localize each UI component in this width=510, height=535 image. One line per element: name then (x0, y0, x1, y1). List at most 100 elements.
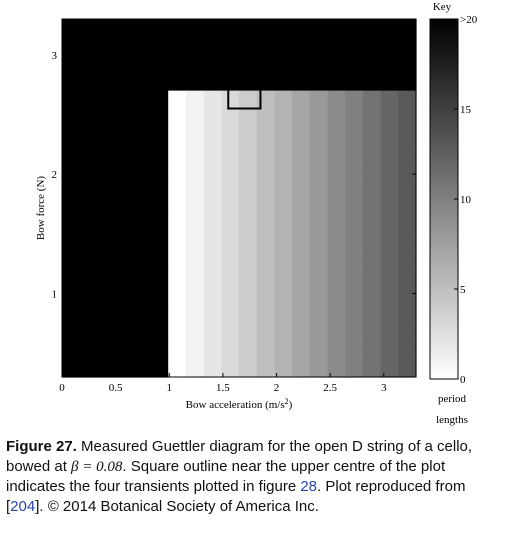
heatmap-cell (292, 72, 311, 92)
heatmap-cell (132, 305, 152, 324)
heatmap-cell (292, 233, 311, 253)
heatmap-cell (150, 72, 169, 92)
heatmap-cell (398, 90, 417, 110)
heatmap-cell (203, 198, 222, 217)
heatmap-cell (115, 359, 134, 378)
heatmap-cell (150, 341, 169, 360)
caption-figure-link[interactable]: 28 (300, 478, 318, 495)
heatmap-cell (274, 126, 293, 145)
heatmap-cell (239, 215, 258, 235)
heatmap-cell (97, 72, 116, 92)
heatmap-cell (97, 359, 116, 378)
heatmap-cell (132, 341, 152, 360)
heatmap-cell (221, 19, 240, 38)
heatmap-cell (79, 341, 98, 360)
heatmap-cell (185, 198, 205, 217)
heatmap-cell (380, 144, 399, 163)
heatmap-cell (97, 251, 116, 271)
heatmap-cell (292, 341, 311, 360)
heatmap-cell (274, 180, 293, 199)
heatmap-cell (239, 144, 258, 163)
heatmap-cell (398, 305, 417, 324)
heatmap-cell (168, 251, 187, 271)
heatmap-cell (115, 305, 134, 324)
heatmap-cell (203, 19, 222, 38)
heatmap-cell (327, 305, 346, 324)
heatmap-cell (398, 341, 417, 360)
heatmap-cell (380, 305, 399, 324)
heatmap-cell (203, 162, 222, 181)
heatmap-cell (327, 54, 346, 74)
heatmap-cell (309, 305, 329, 324)
heatmap-cell (380, 108, 399, 127)
heatmap-cell (185, 162, 205, 181)
colorbar-tick-label: 10 (460, 194, 472, 206)
heatmap-cell (115, 215, 134, 235)
heatmap-cell (203, 287, 222, 306)
heatmap-cell (97, 180, 116, 199)
heatmap-cell (203, 54, 222, 74)
heatmap-cell (185, 305, 205, 324)
heatmap-cell (150, 126, 169, 145)
heatmap-cell (150, 251, 169, 271)
heatmap-cell (239, 180, 258, 199)
caption-beta: β = 0.08 (71, 459, 123, 475)
heatmap-cell (274, 215, 293, 235)
heatmap-cell (345, 251, 364, 271)
heatmap-cell (256, 215, 275, 235)
heatmap-cell (132, 162, 152, 181)
heatmap-cell (345, 36, 364, 56)
heatmap-cell (239, 198, 258, 217)
heatmap-cell (115, 323, 134, 342)
caption-citation-link[interactable]: 204 (10, 498, 36, 515)
heatmap-cell (256, 233, 275, 253)
heatmap-cell (309, 36, 329, 56)
heatmap-cell (362, 341, 382, 360)
heatmap-cell (97, 198, 116, 217)
heatmap-cell (274, 305, 293, 324)
heatmap-cell (380, 36, 399, 56)
heatmap-cell (203, 108, 222, 127)
heatmap-cell (150, 162, 169, 181)
heatmap-cell (132, 108, 152, 127)
heatmap-cell (168, 162, 187, 181)
heatmap-cell (327, 162, 346, 181)
heatmap-cell (150, 90, 169, 110)
heatmap-cell (132, 269, 152, 289)
heatmap-cell (345, 233, 364, 253)
heatmap-cell (256, 251, 275, 271)
heatmap-cell (79, 90, 98, 110)
heatmap-cell (274, 323, 293, 342)
heatmap-cell (221, 233, 240, 253)
heatmap-cell (292, 162, 311, 181)
heatmap-cell (327, 233, 346, 253)
heatmap-cell (398, 162, 417, 181)
heatmap-cell (221, 359, 240, 378)
heatmap-cell (62, 19, 81, 38)
heatmap-cell (203, 180, 222, 199)
x-tick-label: 3 (381, 382, 387, 394)
heatmap-cell (274, 36, 293, 56)
heatmap-cell (203, 359, 222, 378)
heatmap-cell (203, 305, 222, 324)
heatmap-cell (274, 144, 293, 163)
heatmap-cell (62, 269, 81, 289)
heatmap-cell (150, 144, 169, 163)
heatmap-cell (309, 233, 329, 253)
heatmap-cell (62, 162, 81, 181)
heatmap-cell (115, 180, 134, 199)
heatmap-cell (256, 341, 275, 360)
heatmap-cell (345, 269, 364, 289)
heatmap-cell (150, 305, 169, 324)
heatmap-cell (362, 305, 382, 324)
heatmap-cell (132, 144, 152, 163)
heatmap-cell (327, 19, 346, 38)
heatmap-cell (185, 251, 205, 271)
heatmap-cell (97, 215, 116, 235)
heatmap-cell (292, 215, 311, 235)
colorbar-label-period: period (438, 393, 467, 405)
heatmap-cell (327, 323, 346, 342)
heatmap-cell (185, 36, 205, 56)
heatmap-cell (62, 108, 81, 127)
heatmap-cell (62, 72, 81, 92)
